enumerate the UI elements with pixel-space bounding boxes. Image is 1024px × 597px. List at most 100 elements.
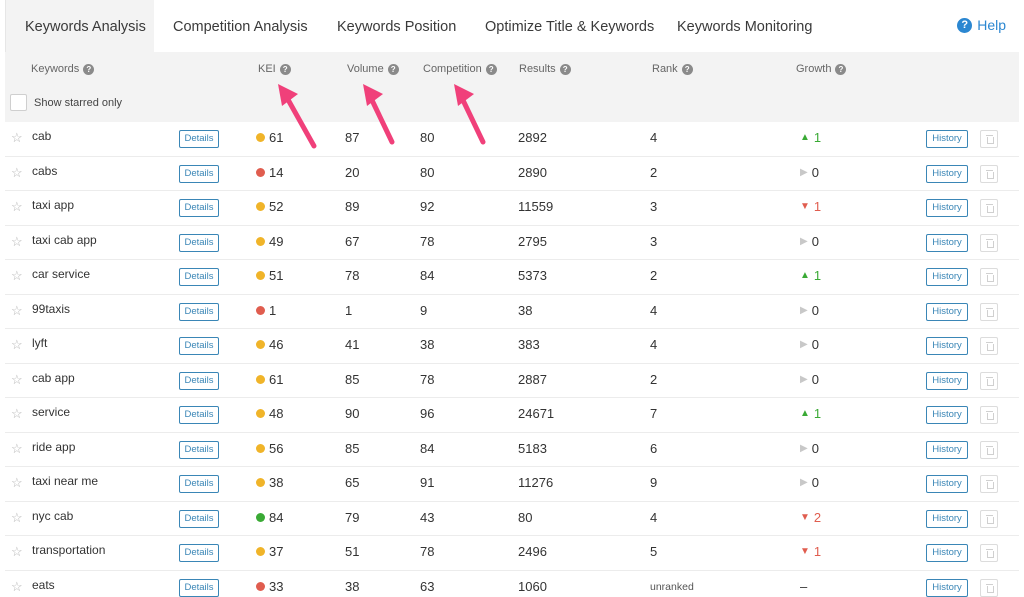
question-icon[interactable]: ? [559, 63, 571, 75]
trash-icon[interactable] [980, 578, 998, 597]
kei-value: 49 [269, 233, 284, 249]
triangle-right-icon: ▶ [800, 373, 808, 385]
history-button[interactable]: History [926, 371, 968, 390]
kei-cell: 49 [256, 234, 283, 249]
details-button[interactable]: Details [179, 337, 219, 355]
question-icon[interactable]: ? [681, 63, 693, 75]
question-icon[interactable]: ? [279, 63, 291, 75]
trash-icon[interactable] [980, 509, 998, 528]
trash-icon[interactable] [980, 268, 998, 286]
details-button[interactable]: Details [179, 233, 219, 252]
trash-icon[interactable] [980, 371, 998, 390]
column-header-results[interactable]: Results ? [519, 63, 571, 75]
history-button[interactable]: History [926, 164, 968, 183]
history-button[interactable]: History [926, 199, 968, 217]
details-button[interactable]: Details [179, 475, 219, 493]
star-icon[interactable]: ☆ [11, 233, 23, 249]
trash-icon[interactable] [980, 406, 998, 424]
kei-cell: 46 [256, 337, 283, 352]
show-starred-checkbox[interactable] [10, 94, 27, 111]
star-icon[interactable]: ☆ [11, 337, 23, 352]
details-button[interactable]: Details [179, 268, 219, 286]
table-header: Keywords ? KEI ? Volume ? Competition ? … [5, 52, 1019, 122]
star-icon[interactable]: ☆ [11, 164, 23, 180]
competition-cell: 80 [420, 130, 435, 145]
kei-cell: 51 [256, 268, 283, 283]
kei-dot-icon [256, 547, 265, 556]
rank-cell: 3 [650, 233, 658, 249]
annotation-arrow-competition-icon [454, 84, 486, 145]
history-button[interactable]: History [926, 509, 968, 528]
details-button[interactable]: Details [179, 164, 219, 183]
details-button[interactable]: Details [179, 578, 219, 597]
question-icon[interactable]: ? [485, 63, 497, 75]
question-circle-icon: ? [957, 17, 973, 33]
details-button[interactable]: Details [179, 544, 219, 562]
trash-icon[interactable] [980, 337, 998, 355]
show-starred-toggle[interactable]: Show starred only [10, 94, 122, 111]
kei-cell: 37 [256, 544, 283, 559]
column-header-keywords[interactable]: Keywords ? [31, 63, 95, 75]
star-icon[interactable]: ☆ [11, 371, 23, 387]
growth-cell: – [800, 579, 807, 594]
trash-icon[interactable] [980, 164, 998, 183]
history-button[interactable]: History [926, 233, 968, 252]
history-button[interactable]: History [926, 578, 968, 597]
kei-dot-icon [256, 512, 265, 522]
star-icon[interactable]: ☆ [11, 578, 23, 594]
results-cell: 80 [518, 509, 533, 525]
question-icon[interactable]: ? [83, 63, 95, 75]
details-button[interactable]: Details [179, 371, 219, 390]
tab-optimize-title-keywords[interactable]: Optimize Title & Keywords [485, 19, 655, 35]
star-icon[interactable]: ☆ [11, 475, 23, 490]
tab-keywords-monitoring[interactable]: Keywords Monitoring [677, 19, 813, 35]
trash-icon[interactable] [980, 130, 998, 148]
details-button[interactable]: Details [179, 509, 219, 528]
history-button[interactable]: History [926, 406, 968, 424]
history-button[interactable]: History [926, 544, 968, 562]
trash-icon[interactable] [980, 233, 998, 252]
star-icon[interactable]: ☆ [11, 509, 23, 525]
tab-keywords-analysis[interactable]: Keywords Analysis [5, 0, 154, 52]
details-button[interactable]: Details [179, 130, 219, 148]
star-icon[interactable]: ☆ [11, 268, 23, 283]
column-header-volume[interactable]: Volume ? [347, 63, 399, 75]
tab-competition-analysis[interactable]: Competition Analysis [173, 19, 308, 35]
star-icon[interactable]: ☆ [11, 544, 23, 559]
triangle-down-icon: ▼ [800, 546, 810, 557]
details-button[interactable]: Details [179, 199, 219, 217]
column-header-competition[interactable]: Competition ? [423, 63, 497, 75]
help-link[interactable]: ? Help [957, 17, 1006, 33]
trash-icon[interactable] [980, 302, 998, 321]
star-icon[interactable]: ☆ [11, 302, 23, 318]
column-header-growth[interactable]: Growth ? [796, 63, 847, 75]
star-icon[interactable]: ☆ [11, 130, 23, 145]
history-button[interactable]: History [926, 440, 968, 459]
tab-keywords-position[interactable]: Keywords Position [337, 19, 457, 35]
star-icon[interactable]: ☆ [11, 440, 23, 456]
keyword-cell: taxi cab app [32, 232, 97, 247]
star-icon[interactable]: ☆ [11, 406, 23, 421]
question-icon[interactable]: ? [387, 63, 399, 75]
kei-dot-icon [256, 271, 265, 280]
trash-icon[interactable] [980, 199, 998, 217]
trash-icon[interactable] [980, 475, 998, 493]
star-icon[interactable]: ☆ [11, 199, 23, 214]
growth-value: 2 [813, 509, 822, 525]
triangle-right-icon: ▶ [800, 235, 808, 247]
growth-cell: ▶ 0 [800, 165, 819, 180]
details-button[interactable]: Details [179, 406, 219, 424]
history-button[interactable]: History [926, 337, 968, 355]
column-header-kei[interactable]: KEI ? [258, 63, 291, 75]
trash-icon[interactable] [980, 440, 998, 459]
history-button[interactable]: History [926, 130, 968, 148]
rank-cell: 4 [650, 130, 658, 145]
question-icon[interactable]: ? [835, 63, 847, 75]
history-button[interactable]: History [926, 475, 968, 493]
column-header-rank[interactable]: Rank ? [652, 63, 693, 75]
details-button[interactable]: Details [179, 302, 219, 321]
history-button[interactable]: History [926, 268, 968, 286]
trash-icon[interactable] [980, 544, 998, 562]
details-button[interactable]: Details [179, 440, 219, 459]
history-button[interactable]: History [926, 302, 968, 321]
